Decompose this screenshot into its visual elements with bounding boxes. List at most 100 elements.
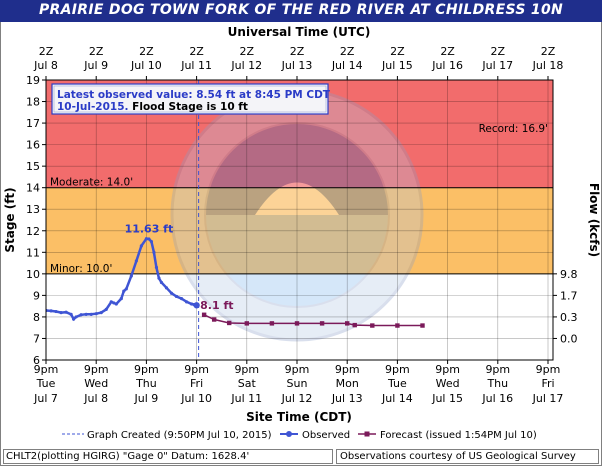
forecast-point — [345, 321, 350, 326]
x-tick-time: 9pm — [234, 363, 259, 376]
x-tick-date: Jul 8 — [83, 392, 108, 405]
forecast-point — [244, 321, 249, 326]
observed-point — [114, 302, 118, 306]
observed-point — [119, 297, 123, 301]
legend-forecast-marker — [364, 431, 370, 437]
top-tick-date: Jul 18 — [532, 59, 564, 72]
forecast-series-line — [203, 314, 423, 327]
observed-point — [49, 309, 53, 313]
forecast-point — [370, 323, 375, 328]
x-tick-time: 9pm — [385, 363, 410, 376]
observed-point — [174, 294, 179, 299]
observed-latest-point — [193, 302, 200, 309]
info-line2: 10-Jul-2015. Flood Stage is 10 ft — [57, 101, 248, 113]
flood-stage-text: Flood Stage is 10 ft — [129, 101, 248, 113]
top-tick-time: 2Z — [390, 45, 405, 58]
x-tick-time: 9pm — [34, 363, 59, 376]
x-tick-day: Mon — [336, 377, 359, 390]
observed-point — [184, 300, 189, 304]
x-tick-date: Jul 9 — [134, 392, 159, 405]
observed-point — [159, 280, 164, 285]
top-tick-time: 2Z — [290, 45, 305, 58]
x-tick-date: Jul 10 — [180, 392, 212, 405]
left-axis-ticks: 6 7 8 9 10 11 12 13 14 15 16 17 18 19 — [26, 74, 46, 367]
observed-point — [69, 312, 73, 316]
forecast-start-annotation: 8.1 ft — [200, 299, 233, 312]
observed-point — [79, 313, 83, 317]
forecast-point — [211, 317, 217, 322]
top-tick-time: 2Z — [39, 45, 54, 58]
x-tick-date: Jul 7 — [33, 392, 58, 405]
x-tick-day: Thu — [486, 377, 508, 390]
top-tick-time: 2Z — [139, 45, 154, 58]
forecast-point — [201, 312, 207, 317]
observed-point — [99, 311, 103, 315]
observed-point — [104, 307, 108, 311]
y-tick-label: 15 — [26, 160, 40, 173]
y-tick-label: 6 — [33, 354, 40, 367]
observed-point — [84, 312, 88, 316]
x-tick-date: Jul 15 — [431, 392, 463, 405]
left-axis-title: Stage (ft) — [3, 187, 17, 252]
top-tick-date: Jul 11 — [180, 59, 212, 72]
x-tick-day: Thu — [135, 377, 157, 390]
observed-point — [157, 276, 161, 280]
legend: Graph Created (9:50PM Jul 10, 2015) Obse… — [62, 430, 537, 441]
right-axis-ticks: 9.8 1.7 0.3 0.0 — [553, 268, 578, 345]
observed-point — [94, 312, 98, 316]
x-tick-time: 9pm — [134, 363, 159, 376]
forecast-point — [352, 322, 357, 328]
top-tick-date: Jul 12 — [230, 59, 262, 72]
latest-date-text: 10-Jul-2015. — [57, 101, 129, 113]
x-tick-day: Wed — [436, 377, 460, 390]
title-bar: PRAIRIE DOG TOWN FORK OF THE RED RIVER A… — [0, 0, 602, 22]
y-tick-label: 12 — [26, 225, 40, 238]
observed-point — [129, 274, 133, 278]
y-tick-label: 18 — [26, 96, 40, 109]
top-tick-time: 2Z — [541, 45, 556, 58]
top-tick-time: 2Z — [89, 45, 104, 58]
noaa-watermark — [170, 88, 424, 342]
observed-point — [139, 244, 143, 248]
y-tick-label: 17 — [26, 117, 40, 130]
top-tick-time: 2Z — [240, 45, 255, 58]
y-tick-label: 16 — [26, 139, 40, 152]
y-tick-label: 7 — [33, 332, 40, 345]
forecast-point — [294, 321, 300, 326]
top-tick-time: 2Z — [189, 45, 204, 58]
observed-point — [122, 289, 126, 293]
top-tick-time: 2Z — [440, 45, 455, 58]
observed-point — [154, 265, 159, 269]
chart-title: PRAIRIE DOG TOWN FORK OF THE RED RIVER A… — [38, 2, 564, 18]
x-tick-day: Tue — [36, 377, 56, 390]
x-tick-time: 9pm — [485, 363, 510, 376]
observed-point — [149, 239, 154, 244]
x-tick-time: 9pm — [435, 363, 460, 376]
forecast-point — [319, 321, 325, 326]
top-tick-time: 2Z — [491, 45, 506, 58]
observed-point — [179, 297, 184, 301]
observed-point — [64, 310, 68, 314]
flow-tick-label: 1.7 — [560, 289, 578, 302]
observed-point — [147, 237, 151, 241]
x-tick-date: Jul 16 — [481, 392, 513, 405]
x-tick-day: Wed — [84, 377, 108, 390]
x-tick-date: Jul 13 — [331, 392, 363, 405]
forecast-point — [269, 321, 275, 326]
observed-point — [54, 309, 58, 314]
x-tick-date: Jul 14 — [381, 392, 413, 405]
flow-tick-label: 9.8 — [560, 268, 578, 281]
bottom-axis-title: Site Time (CDT) — [246, 410, 352, 424]
top-axis-title: Universal Time (UTC) — [228, 25, 371, 39]
latest-value-box: Latest observed value: 8.54 ft at 8:45 P… — [51, 83, 331, 115]
observed-points — [46, 237, 200, 321]
y-tick-label: 13 — [26, 203, 40, 216]
observed-point — [152, 250, 156, 254]
datum-footer: CHLT2(plotting HGIRG) "Gage 0" Datum: 16… — [3, 449, 333, 464]
top-tick-date: Jul 13 — [281, 59, 313, 72]
x-tick-day: Sun — [287, 377, 308, 390]
observed-point — [169, 291, 174, 295]
